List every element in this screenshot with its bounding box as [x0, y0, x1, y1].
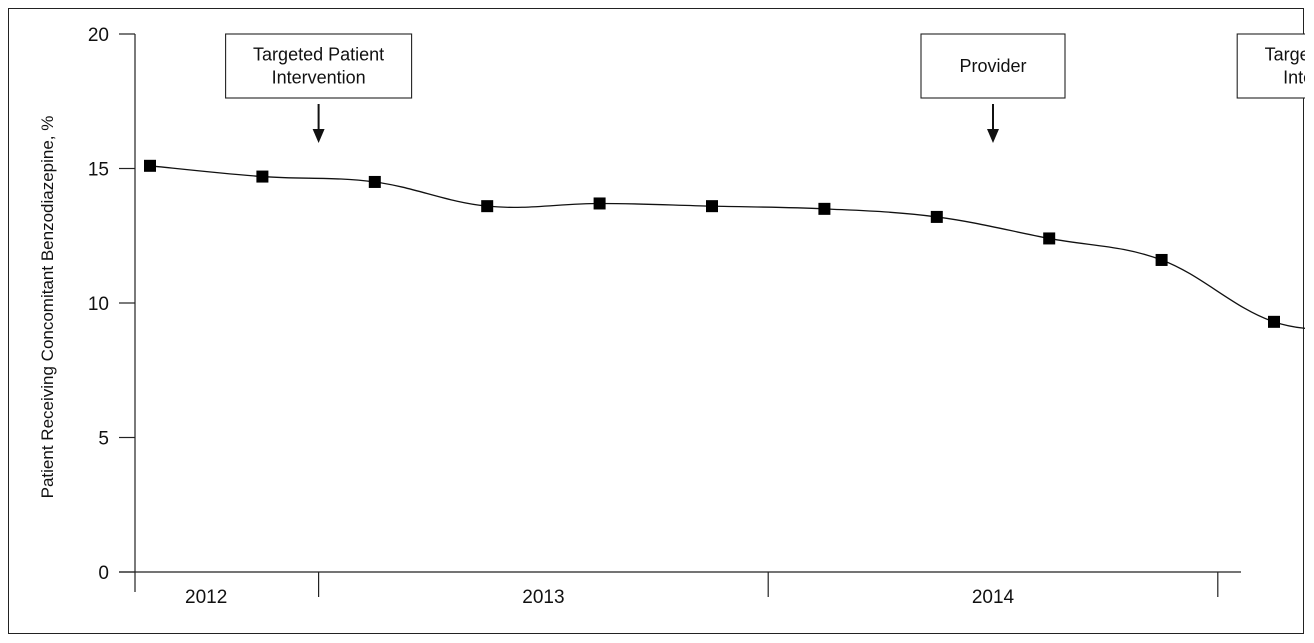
y-axis-ticks: 0 5 10 15 20: [88, 25, 135, 584]
y-tick-label: 10: [88, 294, 109, 315]
y-tick-label: 20: [88, 25, 109, 46]
data-point-8: [930, 210, 943, 223]
data-point-9: [1043, 232, 1056, 245]
series-line: [149, 165, 1305, 329]
x-group-label-2012: 2012: [185, 587, 227, 608]
annotation-text: Intervention: [272, 68, 366, 88]
y-tick-label: 0: [98, 563, 109, 584]
x-group-label-2014: 2014: [972, 587, 1015, 608]
data-point-3: [368, 175, 381, 188]
annotation-2: Provider: [920, 33, 1066, 143]
arrow-head: [312, 129, 325, 143]
annotation-box: [1236, 33, 1305, 99]
y-tick-label: 15: [88, 160, 109, 181]
annotation-text: Targeted Patient: [1265, 45, 1305, 65]
annotation-text: Intervention: [1283, 68, 1305, 88]
x-axis-groups: 2012201320142015: [185, 572, 1219, 608]
x-group-label-2013: 2013: [522, 587, 564, 608]
data-point-10: [1155, 253, 1168, 266]
annotation-3: Targeted Patient Intervention: [1236, 33, 1305, 99]
data-point-7: [818, 202, 831, 215]
annotation-1: Targeted Patient Intervention: [225, 33, 413, 143]
series: [144, 159, 1305, 329]
y-axis-label: Patient Receiving Concomitant Benzodiaze…: [38, 116, 57, 499]
annotations: Targeted Patient Intervention Provider Targ…: [225, 33, 1305, 143]
arrow-head: [987, 129, 999, 143]
y-tick-label: 5: [98, 429, 109, 450]
annotation-text: Provider: [959, 56, 1026, 76]
data-point-6: [706, 200, 718, 213]
data-point-1: [144, 159, 156, 172]
data-point-2: [256, 170, 269, 183]
data-point-5: [593, 197, 606, 210]
data-point-4: [481, 200, 494, 213]
annotation-box: [920, 33, 1066, 99]
annotation-box: [225, 33, 413, 99]
data-point-11: [1268, 315, 1280, 328]
annotation-text: Targeted Patient: [253, 45, 384, 65]
axes: [119, 34, 1241, 592]
